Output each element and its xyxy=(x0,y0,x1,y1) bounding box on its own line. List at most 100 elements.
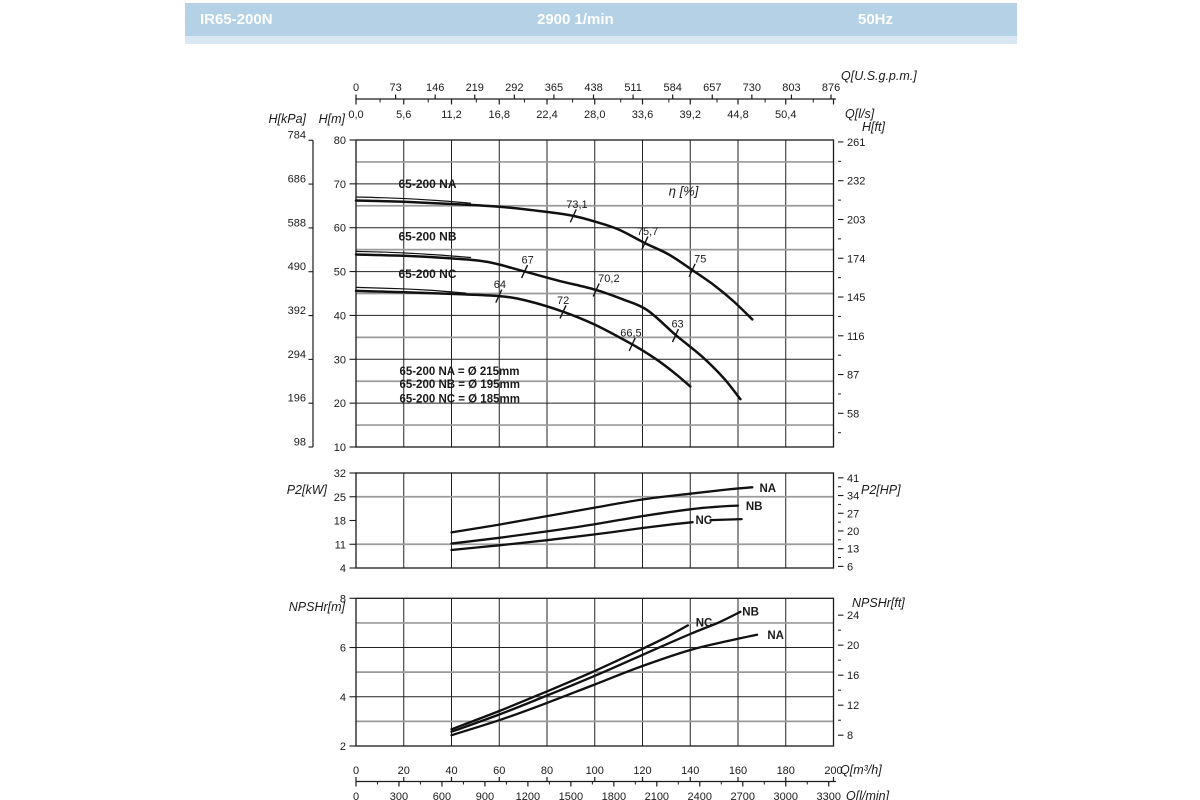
svg-text:22,4: 22,4 xyxy=(536,109,557,121)
svg-text:13: 13 xyxy=(847,544,859,556)
svg-text:0: 0 xyxy=(353,765,359,777)
title-bar-strip xyxy=(185,36,1017,44)
svg-text:50: 50 xyxy=(334,267,346,279)
svg-text:2400: 2400 xyxy=(688,791,712,800)
svg-text:588: 588 xyxy=(288,217,306,229)
svg-text:65-200 NB = Ø 195mm: 65-200 NB = Ø 195mm xyxy=(399,379,520,391)
svg-text:490: 490 xyxy=(288,261,306,273)
top-flow-axis: 0 73 146 219 292 365 438 511 584 657 730 803 876Q[U.… xyxy=(348,69,917,121)
pump-speed-label: 2900 1/min xyxy=(537,11,614,28)
svg-text:3000: 3000 xyxy=(774,791,798,800)
svg-text:16,8: 16,8 xyxy=(489,109,510,121)
svg-text:4: 4 xyxy=(340,692,346,704)
npsh-left-axis: NPSHr[m]8 6 4 2 xyxy=(289,593,356,753)
svg-text:8: 8 xyxy=(847,730,853,742)
svg-text:25: 25 xyxy=(334,492,346,504)
svg-text:65-200 NC = Ø 185mm: 65-200 NC = Ø 185mm xyxy=(399,394,520,406)
svg-text:72: 72 xyxy=(557,295,569,307)
svg-text:27: 27 xyxy=(847,508,859,520)
svg-text:686: 686 xyxy=(288,174,306,186)
svg-text:NC: NC xyxy=(696,515,713,527)
svg-text:75,7: 75,7 xyxy=(637,226,658,238)
svg-text:294: 294 xyxy=(288,349,306,361)
svg-text:NPSHr[ft]: NPSHr[ft] xyxy=(852,596,905,610)
npsh-curve-labels: NC NB NA xyxy=(696,607,784,642)
svg-text:NA: NA xyxy=(767,630,784,642)
svg-text:8: 8 xyxy=(340,593,346,605)
svg-text:10: 10 xyxy=(334,442,346,454)
svg-text:44,8: 44,8 xyxy=(727,109,748,121)
svg-text:73,1: 73,1 xyxy=(566,199,587,211)
svg-text:60: 60 xyxy=(334,223,346,235)
svg-text:70,2: 70,2 xyxy=(598,273,619,285)
svg-text:511: 511 xyxy=(624,82,642,94)
svg-text:657: 657 xyxy=(703,82,721,94)
svg-text:803: 803 xyxy=(782,82,800,94)
svg-text:80: 80 xyxy=(541,765,553,777)
svg-text:6: 6 xyxy=(340,643,346,655)
svg-text:232: 232 xyxy=(847,176,865,188)
svg-text:438: 438 xyxy=(584,82,602,94)
svg-text:28,0: 28,0 xyxy=(584,109,605,121)
svg-text:2: 2 xyxy=(340,741,346,753)
svg-text:50,4: 50,4 xyxy=(775,109,796,121)
svg-text:87: 87 xyxy=(847,370,859,382)
svg-text:NC: NC xyxy=(696,617,713,629)
svg-text:16: 16 xyxy=(847,670,859,682)
svg-text:0: 0 xyxy=(353,82,359,94)
svg-text:11: 11 xyxy=(335,539,346,551)
svg-text:73: 73 xyxy=(389,82,401,94)
svg-text:66,5: 66,5 xyxy=(620,327,641,339)
svg-text:η [%]: η [%] xyxy=(669,184,699,199)
svg-text:145: 145 xyxy=(847,292,865,304)
svg-text:0,0: 0,0 xyxy=(348,109,363,121)
svg-text:196: 196 xyxy=(288,393,306,405)
svg-text:3300: 3300 xyxy=(816,791,840,800)
efficiency-markers: 73,1 75,7 75 67 70,2 63 64 72 66,5 xyxy=(494,199,706,352)
svg-text:146: 146 xyxy=(426,82,444,94)
svg-text:5,6: 5,6 xyxy=(396,109,411,121)
svg-text:2700: 2700 xyxy=(731,791,755,800)
svg-text:730: 730 xyxy=(743,82,761,94)
title-bar: IR65-200N 2900 1/min 50Hz xyxy=(185,3,1017,36)
svg-text:98: 98 xyxy=(294,437,306,449)
svg-text:12: 12 xyxy=(847,700,859,712)
power-right-axis: 41 34 27 20 13 6 P2[HP] xyxy=(838,473,901,573)
svg-text:H[ft]: H[ft] xyxy=(862,120,885,134)
svg-text:180: 180 xyxy=(777,765,795,777)
head-right-axis: 261 232 203 174 145 116 87 58 H[ft] xyxy=(838,120,885,434)
svg-text:64: 64 xyxy=(494,279,506,291)
power-left-axis: P2[kW] 32 25 18 11 4 xyxy=(287,468,356,575)
head-chart-labels: 65-200 NA 65-200 NB 65-200 NC η [%] 65-200 N… xyxy=(398,177,698,406)
svg-text:H[m]: H[m] xyxy=(319,112,346,126)
svg-text:H[kPa]: H[kPa] xyxy=(268,112,306,126)
svg-text:20: 20 xyxy=(398,765,410,777)
npsh-right-axis: 24 20 16 12 8 NPSHr[ft] xyxy=(838,596,905,742)
svg-text:140: 140 xyxy=(681,765,699,777)
npsh-chart-grid xyxy=(355,597,835,747)
svg-text:600: 600 xyxy=(433,791,451,800)
svg-text:33,6: 33,6 xyxy=(632,109,653,121)
npsh-curves xyxy=(450,610,759,737)
svg-text:200: 200 xyxy=(824,765,842,777)
svg-text:160: 160 xyxy=(729,765,747,777)
svg-text:1200: 1200 xyxy=(516,791,540,800)
svg-text:40: 40 xyxy=(334,310,346,322)
svg-text:Q[m³/h]: Q[m³/h] xyxy=(840,763,882,777)
head-left-axes: H[kPa] H[m] 784 686 588 490 392 294 196 98 80 70 60 5… xyxy=(268,112,356,454)
svg-text:584: 584 xyxy=(664,82,682,94)
svg-text:2100: 2100 xyxy=(645,791,669,800)
svg-text:392: 392 xyxy=(288,305,306,317)
svg-text:60: 60 xyxy=(493,765,505,777)
svg-text:65-200 NC: 65-200 NC xyxy=(398,267,456,281)
svg-text:6: 6 xyxy=(847,561,853,573)
svg-text:876: 876 xyxy=(822,82,840,94)
svg-text:NA: NA xyxy=(759,483,776,495)
svg-text:30: 30 xyxy=(334,354,346,366)
svg-text:1800: 1800 xyxy=(602,791,626,800)
svg-text:Q[l/s]: Q[l/s] xyxy=(845,107,875,121)
svg-text:365: 365 xyxy=(545,82,563,94)
svg-text:4: 4 xyxy=(340,563,346,575)
